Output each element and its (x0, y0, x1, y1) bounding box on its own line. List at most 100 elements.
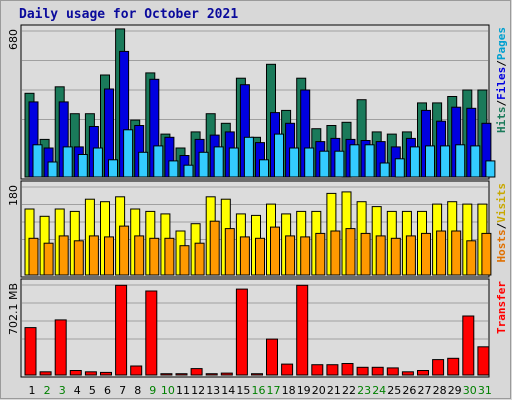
day-label: 15 (236, 384, 250, 397)
hosts-bar (43, 242, 54, 276)
kbytes-bar (190, 368, 203, 376)
day-label: 29 (448, 384, 462, 397)
day-label: 19 (297, 384, 311, 397)
pages-bar (485, 160, 496, 178)
day-label: 1 (29, 384, 36, 397)
kbytes-bar (145, 290, 158, 376)
day-label: 13 (206, 384, 220, 397)
hosts-bar (436, 230, 447, 276)
pages-bar (349, 144, 360, 178)
pages-bar (213, 146, 224, 178)
kbytes-bar (356, 366, 369, 376)
day-label: 31 (478, 384, 492, 397)
hosts-bar (239, 236, 250, 276)
pages-bar (364, 144, 375, 178)
legend-segment: Hits (495, 107, 508, 134)
day-label: 5 (89, 384, 96, 397)
kbytes-bar (296, 284, 309, 376)
legend-segment: / (495, 100, 508, 107)
legend-hits-files-pages: Hits/Files/Pages (495, 27, 508, 133)
kbytes-bar (115, 284, 128, 376)
hosts-bar (28, 237, 39, 276)
pages-bar (440, 145, 451, 178)
kbytes-bar (341, 363, 354, 376)
hosts-bar (315, 232, 326, 276)
legend-transfer: Transfer (495, 281, 508, 334)
pages-bar (47, 161, 58, 178)
kbytes-bar (251, 373, 263, 376)
chart-title: Daily usage for October 2021 (19, 7, 239, 22)
legend-segment: / (495, 60, 508, 67)
day-label: 6 (104, 384, 111, 397)
pages-bar (92, 147, 103, 178)
ymax-label: 680 (7, 29, 20, 50)
kbytes-bar (371, 366, 384, 376)
hosts-bar (149, 237, 160, 276)
pages-bar (153, 145, 164, 178)
hosts-bar (194, 242, 205, 276)
pages-bar (394, 158, 405, 178)
hosts-bar (481, 232, 492, 276)
pages-bar (334, 150, 345, 178)
hosts-bar (345, 228, 356, 276)
day-label: 11 (176, 384, 190, 397)
day-label: 16 (252, 384, 266, 397)
legend-segment: Files (495, 67, 508, 100)
kbytes-bar (130, 365, 143, 376)
day-label: 2 (44, 384, 51, 397)
pages-bar (32, 144, 43, 178)
pages-bar (62, 146, 73, 178)
day-label: 4 (74, 384, 81, 397)
hosts-bar (119, 225, 130, 276)
kbytes-bar (235, 288, 248, 376)
pages-bar (425, 145, 435, 178)
pages-bar (108, 159, 118, 178)
kbytes-bar (432, 359, 445, 376)
hosts-bar (255, 237, 265, 276)
hosts-bar (58, 235, 69, 276)
day-label: 21 (327, 384, 341, 397)
pages-bar (274, 133, 284, 178)
kbytes-bar (477, 346, 490, 376)
hosts-bar (360, 232, 371, 276)
kbytes-bar (24, 327, 37, 376)
kbytes-bar (266, 338, 278, 376)
day-label: 9 (149, 384, 156, 397)
day-label: 22 (342, 384, 356, 397)
day-label: 20 (312, 384, 326, 397)
legend-segment: Pages (495, 27, 508, 60)
hosts-bar (285, 235, 296, 276)
hosts-bar (421, 232, 431, 276)
day-label: 25 (387, 384, 401, 397)
pages-bar (304, 147, 315, 178)
day-label: 30 (463, 384, 477, 397)
day-label: 10 (161, 384, 175, 397)
legend-visits-hosts: Hosts/Visits (495, 183, 508, 263)
kbytes-bar (401, 371, 414, 376)
day-label: 17 (267, 384, 281, 397)
pages-bar (409, 146, 420, 178)
kbytes-bar (386, 367, 399, 376)
hosts-bar (300, 236, 311, 276)
kbytes-bar (220, 372, 233, 376)
kbytes-bar (54, 319, 67, 376)
kbytes-bar (205, 373, 218, 376)
kbytes-bar (447, 357, 460, 376)
pages-bar (168, 160, 179, 178)
day-label: 24 (372, 384, 386, 397)
legend-segment: Visits (495, 183, 508, 223)
day-label: 7 (119, 384, 126, 397)
hosts-bar (390, 237, 401, 276)
pages-bar (455, 144, 466, 178)
kbytes-bar (175, 373, 188, 376)
kbytes-bar (417, 370, 429, 376)
day-label: 28 (433, 384, 447, 397)
ymax-label: 702.1 MB (7, 283, 20, 335)
pages-bar (470, 145, 481, 178)
hosts-bar (209, 220, 220, 276)
kbytes-bar (69, 370, 82, 376)
hosts-bar (88, 235, 99, 276)
kbytes-bar (281, 363, 294, 376)
day-label: 14 (221, 384, 235, 397)
